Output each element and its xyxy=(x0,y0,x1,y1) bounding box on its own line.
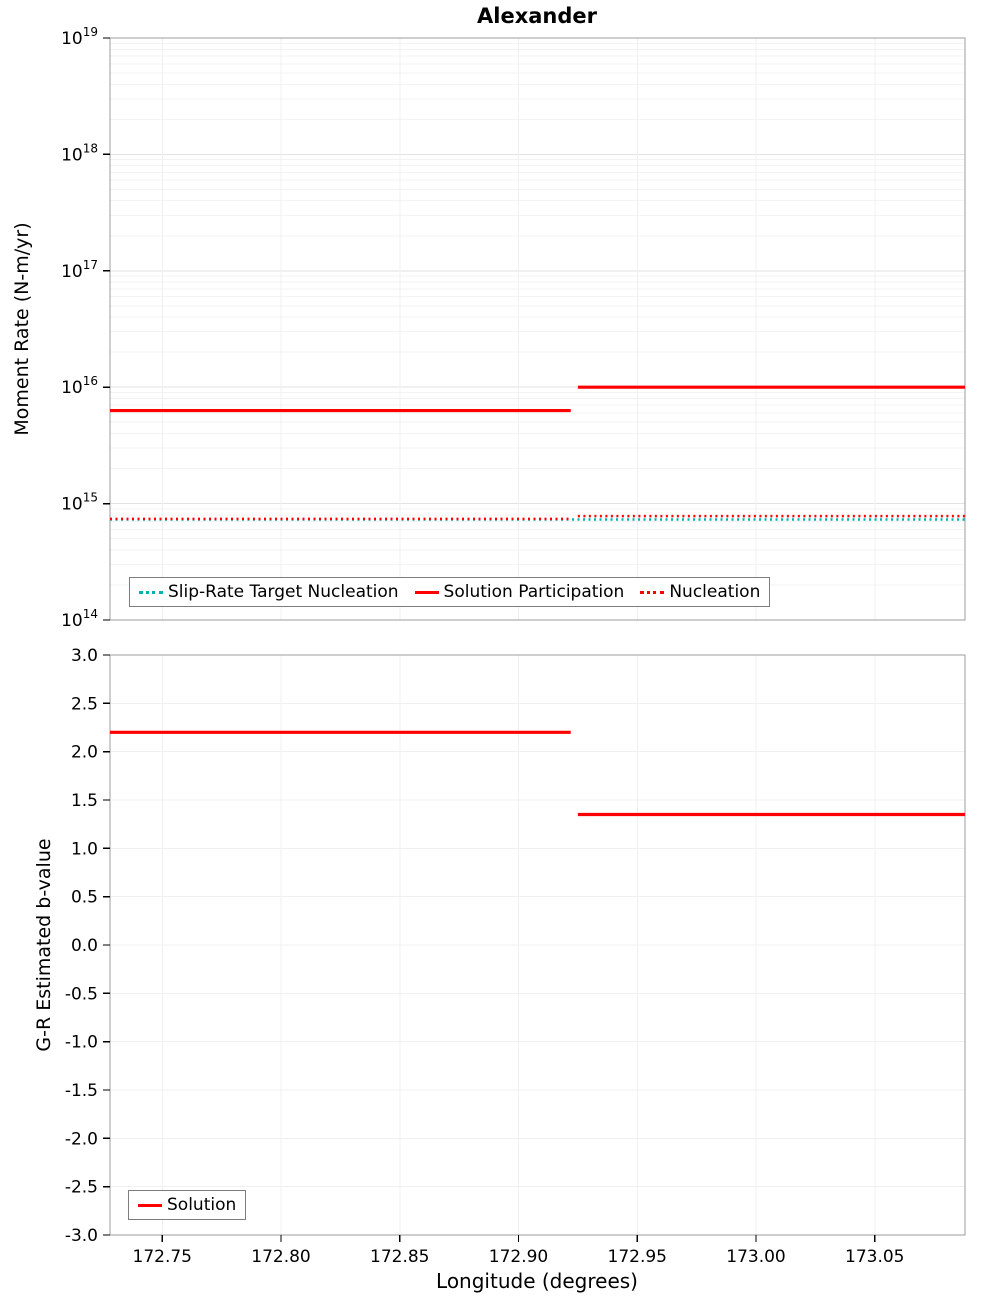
svg-text:-1.0: -1.0 xyxy=(65,1033,98,1053)
svg-text:1015: 1015 xyxy=(61,491,98,515)
svg-text:0.0: 0.0 xyxy=(71,936,98,956)
nucleation-line-sample xyxy=(640,590,665,594)
svg-text:1017: 1017 xyxy=(61,258,98,282)
b-value-axis-label: G-R Estimated b-value xyxy=(33,838,55,1052)
moment-rate-axis-label: Moment Rate (N-m/yr) xyxy=(11,222,33,436)
svg-text:173.00: 173.00 xyxy=(726,1247,785,1267)
solution-line-sample xyxy=(138,1203,162,1207)
svg-text:2.5: 2.5 xyxy=(71,694,98,714)
moment-rate-legend: Slip-Rate Target Nucleation Solution Par… xyxy=(129,577,771,607)
legend-label: Solution xyxy=(167,1195,237,1215)
legend-item-nucleation: Nucleation xyxy=(640,582,760,602)
slip-rate-target-line-sample xyxy=(139,590,163,594)
svg-text:172.80: 172.80 xyxy=(251,1247,310,1267)
legend-label: Solution Participation xyxy=(443,582,625,602)
legend-item-slip-rate-target: Slip-Rate Target Nucleation xyxy=(139,582,399,602)
solution-participation-line-sample xyxy=(414,590,439,594)
svg-text:-2.0: -2.0 xyxy=(65,1129,98,1149)
svg-text:2.0: 2.0 xyxy=(71,743,98,763)
svg-text:-3.0: -3.0 xyxy=(65,1226,98,1246)
legend-label: Slip-Rate Target Nucleation xyxy=(168,582,399,602)
svg-text:1.0: 1.0 xyxy=(71,839,98,859)
svg-text:172.75: 172.75 xyxy=(133,1247,192,1267)
svg-text:172.85: 172.85 xyxy=(370,1247,429,1267)
svg-text:1016: 1016 xyxy=(61,374,98,398)
svg-text:-2.5: -2.5 xyxy=(65,1178,98,1198)
b-value-legend: Solution xyxy=(128,1190,247,1220)
legend-label: Nucleation xyxy=(669,582,761,602)
legend-item-solution: Solution xyxy=(138,1195,236,1215)
svg-text:1018: 1018 xyxy=(61,141,98,165)
svg-text:-1.5: -1.5 xyxy=(65,1081,98,1101)
svg-text:173.05: 173.05 xyxy=(845,1247,904,1267)
svg-text:1014: 1014 xyxy=(61,607,98,631)
svg-text:0.5: 0.5 xyxy=(71,888,98,908)
chart-title: Alexander xyxy=(477,4,597,28)
svg-text:1.5: 1.5 xyxy=(71,791,98,811)
svg-text:1019: 1019 xyxy=(61,25,98,49)
svg-text:3.0: 3.0 xyxy=(71,646,98,666)
svg-text:-0.5: -0.5 xyxy=(65,984,98,1004)
svg-text:172.90: 172.90 xyxy=(489,1247,548,1267)
legend-item-solution-participation: Solution Participation xyxy=(414,582,625,602)
svg-text:172.95: 172.95 xyxy=(608,1247,667,1267)
longitude-axis-label: Longitude (degrees) xyxy=(436,1269,638,1293)
